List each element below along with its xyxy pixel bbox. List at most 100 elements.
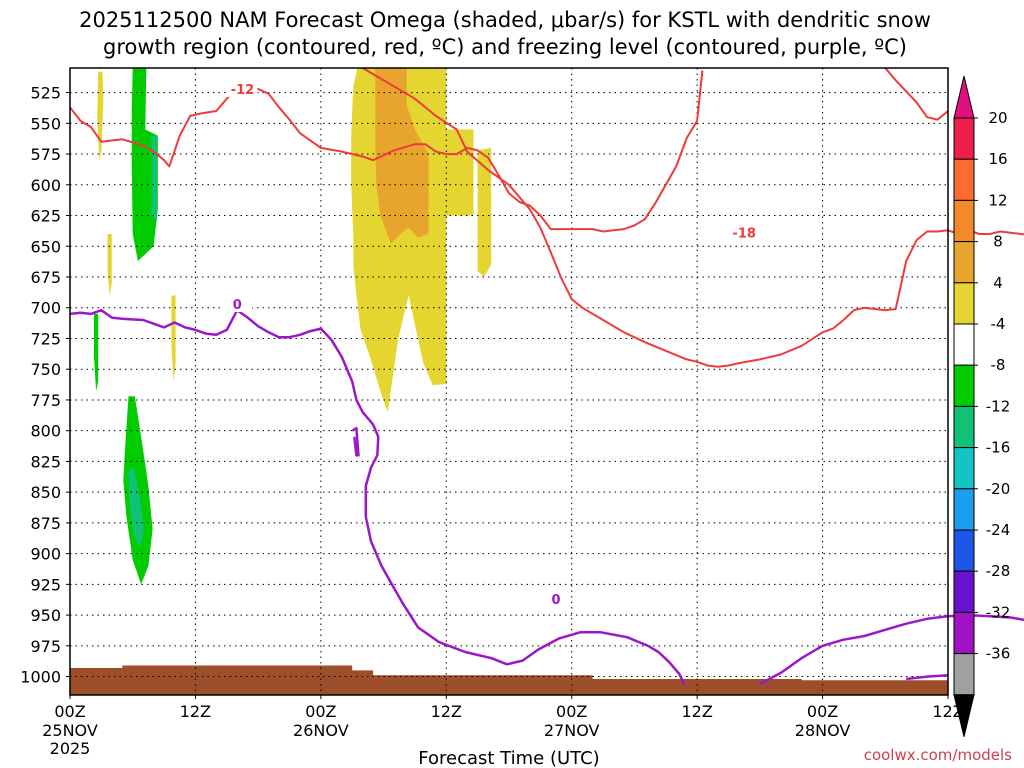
xtick-year-0: 2025: [50, 739, 91, 758]
colorbar-band-6: [953, 364, 975, 407]
ytick-label-950: 950: [30, 606, 61, 625]
colorbar-band-7: [953, 405, 975, 449]
omega-ascent-4-8-sliver-3: [171, 295, 176, 382]
colorbar-band-0: [953, 117, 975, 160]
colorbar-label-7: -12: [986, 397, 1011, 415]
ytick-label-525: 525: [30, 84, 61, 103]
ytick-label-550: 550: [30, 114, 61, 133]
ytick-label-650: 650: [30, 237, 61, 256]
colorbar-label-0: 20: [988, 109, 1007, 127]
ytick-label-750: 750: [30, 360, 61, 379]
red-contour-m18-line: [362, 67, 1024, 368]
colorbar-label-4: 4: [993, 274, 1003, 292]
ytick-label-600: 600: [30, 176, 61, 195]
chart-title-line2: growth region (contoured, red, ºC) and f…: [103, 35, 907, 59]
omega-descent-8-12-lower: [128, 467, 145, 548]
colorbar-band-9: [953, 488, 975, 531]
colorbar-band-3: [953, 241, 975, 284]
xtick-label-60: 12Z: [681, 702, 712, 721]
credit-text: coolwx.com/models: [864, 746, 1012, 764]
ytick-label-625: 625: [30, 207, 61, 226]
terrain-fill: [70, 665, 948, 695]
plot-area: -12 -18 0 0: [69, 67, 1024, 696]
purple-contour-0-right-label: 0: [552, 593, 561, 608]
colorbar-label-13: -36: [986, 645, 1011, 663]
xtick-label-12: 12Z: [180, 702, 211, 721]
ytick-label-850: 850: [30, 483, 61, 502]
omega-ascent-4-8-sliver-2: [107, 234, 112, 296]
red-contour-right-edge-line: [884, 67, 949, 121]
xtick-label-72: 00Z: [807, 702, 838, 721]
red-contour-m18-label: -18: [732, 227, 756, 242]
chart-title-line1: 2025112500 NAM Forecast Omega (shaded, μ…: [79, 8, 931, 32]
ytick-label-975: 975: [30, 637, 61, 656]
purple-contour-0-right-label-bg: [541, 591, 572, 608]
y-axis: 525 550 575 600 625 650 675 700 725 750 775 800 825 8…: [20, 84, 70, 687]
xtick-label-48: 00Z: [556, 702, 587, 721]
colorbar-bottom-triangle: [953, 694, 975, 737]
colorbar-band-13: [953, 653, 975, 696]
xtick-date-72: 28NOV: [795, 721, 851, 740]
colorbar-label-8: -16: [986, 439, 1011, 457]
purple-contour-0-main-label-bg: [222, 296, 253, 313]
colorbar: 20 16 12 8 4 -4 -8 -12 -16 -20 -24 -28 -32 -36: [953, 75, 1011, 737]
colorbar-label-1: 16: [988, 150, 1007, 168]
ytick-label-900: 900: [30, 545, 61, 564]
ytick-label-775: 775: [30, 391, 61, 410]
purple-contour-0-right-line: [759, 613, 1024, 686]
red-contour-m18-label-bg: [729, 224, 760, 241]
colorbar-band-5: [953, 323, 975, 366]
ytick-label-675: 675: [30, 268, 61, 287]
xtick-date-0: 25NOV: [42, 721, 98, 740]
omega-ascent-4-8-small-a: [477, 147, 492, 277]
ytick-label-825: 825: [30, 452, 61, 471]
colorbar-label-9: -20: [986, 480, 1011, 498]
purple-contour-0-main-label: 0: [233, 298, 242, 313]
omega-descent-4-8-upper: [131, 68, 158, 261]
colorbar-band-4: [953, 282, 975, 325]
purple-contour-0-spike-line: [351, 426, 360, 457]
ytick-label-725: 725: [30, 329, 61, 348]
colorbar-top-triangle: [953, 75, 975, 119]
purple-contour-0-main-line: [69, 308, 686, 686]
xtick-label-0: 00Z: [54, 702, 85, 721]
colorbar-band-10: [953, 529, 975, 572]
xtick-label-36: 12Z: [431, 702, 462, 721]
gridlines: [69, 68, 949, 695]
ytick-label-875: 875: [30, 514, 61, 533]
colorbar-band-1: [953, 158, 975, 201]
colorbar-label-5: -4: [991, 315, 1006, 333]
ytick-label-925: 925: [30, 575, 61, 594]
omega-ascent-8-12-main: [375, 68, 429, 244]
xtick-label-24: 00Z: [305, 702, 336, 721]
omega-descent-4-8-sliver: [94, 313, 99, 392]
colorbar-label-3: 8: [993, 233, 1003, 251]
colorbar-band-11: [953, 570, 975, 613]
red-contour-m12-line: [69, 70, 704, 233]
colorbar-band-2: [953, 199, 975, 243]
colorbar-band-8: [953, 447, 975, 490]
xtick-label-84: 12Z: [932, 702, 963, 721]
terrain: [70, 665, 948, 695]
colorbar-label-6: -8: [991, 356, 1006, 374]
colorbar-label-2: 12: [988, 191, 1007, 209]
colorbar-band-12: [953, 611, 975, 655]
contours: -12 -18 0 0: [69, 67, 1024, 686]
ytick-label-700: 700: [30, 299, 61, 318]
xtick-date-48: 27NOV: [544, 721, 600, 740]
colorbar-label-11: -28: [986, 562, 1011, 580]
ytick-label-800: 800: [30, 422, 61, 441]
xtick-date-24: 26NOV: [293, 721, 349, 740]
ytick-label-575: 575: [30, 145, 61, 164]
omega-descent-8-12-sliver: [151, 135, 157, 222]
colorbar-label-10: -24: [986, 521, 1011, 539]
colorbar-label-12: -32: [986, 603, 1011, 621]
plot-background: [70, 68, 948, 695]
x-axis-label: Forecast Time (UTC): [418, 748, 599, 768]
ytick-label-1000: 1000: [20, 668, 61, 687]
plot-frame: [69, 67, 949, 696]
purple-contour-0-bottom-right-line: [906, 674, 949, 681]
red-contour-m12-label: -12: [231, 83, 255, 98]
